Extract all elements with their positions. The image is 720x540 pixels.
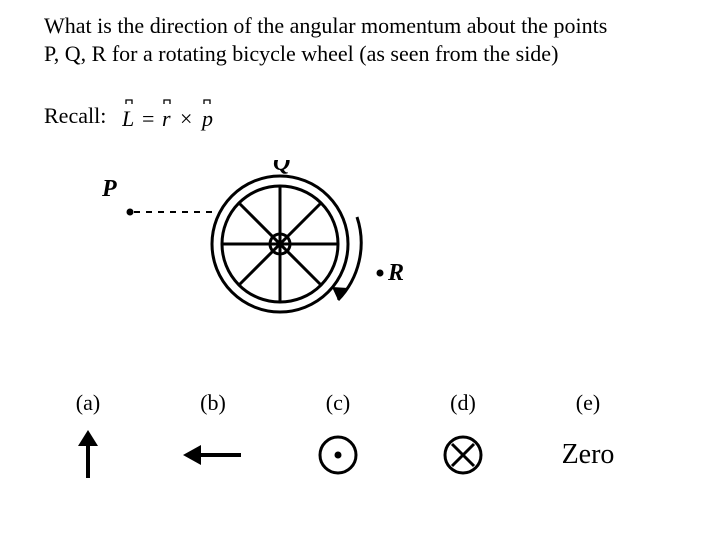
into-page-icon xyxy=(441,430,485,480)
formula-eq: = xyxy=(142,106,154,131)
option-d-label: (d) xyxy=(450,390,476,416)
zero-text: Zero xyxy=(562,439,615,471)
wheel-spokes xyxy=(222,186,338,302)
point-R-dot xyxy=(377,270,384,277)
formula-p: p xyxy=(200,106,213,131)
arrow-up-icon xyxy=(66,430,110,480)
option-e-label: (e) xyxy=(576,390,600,416)
option-c: (c) xyxy=(288,390,388,480)
option-b: (b) xyxy=(163,390,263,480)
arrow-left-icon xyxy=(183,430,243,480)
point-P-label: P xyxy=(101,176,117,202)
question-line2: P, Q, R for a rotating bicycle wheel (as… xyxy=(44,41,558,66)
option-e: (e) Zero xyxy=(538,390,638,480)
option-c-label: (c) xyxy=(326,390,350,416)
vector-mark-L xyxy=(126,100,132,104)
page-root: What is the direction of the angular mom… xyxy=(0,0,720,540)
options-row: (a) (b) (c) xyxy=(38,390,638,480)
option-a-label: (a) xyxy=(76,390,100,416)
question-text: What is the direction of the angular mom… xyxy=(44,12,664,67)
formula-r: r xyxy=(162,106,171,131)
vector-mark-p xyxy=(204,100,210,104)
zero-label: Zero xyxy=(562,430,615,480)
option-d: (d) xyxy=(413,390,513,480)
point-R-label: R xyxy=(387,260,404,286)
point-P-dot xyxy=(127,209,134,216)
vector-mark-r xyxy=(164,100,170,104)
question-line1: What is the direction of the angular mom… xyxy=(44,13,607,38)
option-b-label: (b) xyxy=(200,390,226,416)
option-a: (a) xyxy=(38,390,138,480)
recall-row: Recall: L = r × p xyxy=(44,98,232,134)
formula-L: L xyxy=(122,106,134,131)
out-of-page-icon xyxy=(316,430,360,480)
point-Q-label: Q xyxy=(273,160,290,176)
recall-label: Recall: xyxy=(44,103,106,129)
formula: L = r × p xyxy=(122,98,232,134)
formula-cross: × xyxy=(180,106,192,131)
wheel-diagram: P Q R xyxy=(90,160,520,340)
